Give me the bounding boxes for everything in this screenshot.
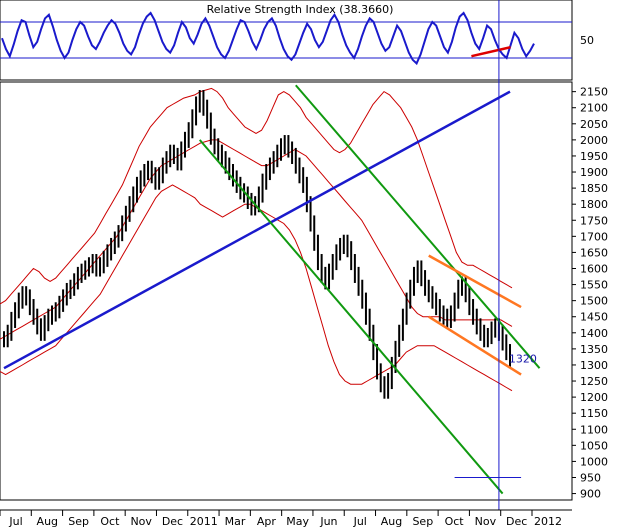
price-ytick-label: 1450 <box>580 311 608 324</box>
rsi-panel <box>0 0 573 81</box>
channel-lower-line <box>198 139 504 495</box>
x-tick-label: 2012 <box>534 515 562 528</box>
price-ytick-label: 900 <box>580 488 601 501</box>
price-ytick-label: 2150 <box>580 86 608 99</box>
price-ytick-label: 950 <box>580 471 601 484</box>
x-tick-label: Dec <box>162 515 183 528</box>
price-ytick-label: 1850 <box>580 182 608 195</box>
price-ytick-label: 1950 <box>580 150 608 163</box>
price-annotation: 1320 <box>509 353 537 366</box>
rsi-ytick: 50 <box>580 34 594 47</box>
x-tick-label: Aug <box>37 515 58 528</box>
price-ytick-label: 1100 <box>580 423 608 436</box>
x-tick-label: Jun <box>319 515 337 528</box>
price-ytick-label: 2000 <box>580 134 608 147</box>
price-ytick-label: 1200 <box>580 391 608 404</box>
price-ytick-label: 1150 <box>580 407 608 420</box>
price-ytick-label: 1700 <box>580 230 608 243</box>
price-ytick-label: 1600 <box>580 262 608 275</box>
x-tick-label: Apr <box>257 515 277 528</box>
price-ytick-label: 1000 <box>580 455 608 468</box>
price-ytick-label: 1650 <box>580 246 608 259</box>
x-tick-label: Mar <box>225 515 246 528</box>
x-tick-label: Dec <box>506 515 527 528</box>
x-tick-label: Sep <box>412 515 433 528</box>
x-tick-label: Jul <box>8 515 22 528</box>
price-ytick-label: 1750 <box>580 214 608 227</box>
upper-band-line <box>0 87 513 305</box>
rsi-trendline <box>471 45 511 58</box>
price-ytick-label: 1800 <box>580 198 608 211</box>
price-ytick-label: 1550 <box>580 279 608 292</box>
uptrend-line <box>3 90 511 370</box>
price-ytick-label: 1250 <box>580 375 608 388</box>
x-tick-label: May <box>286 515 309 528</box>
price-ytick-label: 1400 <box>580 327 608 340</box>
rsi-title: Relative Strength Index (38.3660) <box>207 3 394 16</box>
price-ytick-label: 1350 <box>580 343 608 356</box>
x-tick-label: Aug <box>381 515 402 528</box>
price-ytick-label: 1500 <box>580 295 608 308</box>
wedge-upper-line <box>428 254 522 309</box>
wedge-lower-line <box>428 315 522 376</box>
x-tick-label: Nov <box>475 515 497 528</box>
price-ytick-label: 1050 <box>580 439 608 452</box>
x-tick-label: Oct <box>100 515 120 528</box>
x-tick-label: 2011 <box>190 515 218 528</box>
price-ytick-label: 1900 <box>580 166 608 179</box>
price-ytick-label: 1300 <box>580 359 608 372</box>
x-tick-label: Jul <box>353 515 367 528</box>
x-tick-label: Nov <box>130 515 152 528</box>
price-ytick-label: 2100 <box>580 102 608 115</box>
x-tick-label: Sep <box>68 515 89 528</box>
price-panel <box>0 81 573 501</box>
rsi-series-line <box>1 11 535 66</box>
price-ytick-label: 2050 <box>580 118 608 131</box>
x-tick-label: Oct <box>445 515 465 528</box>
